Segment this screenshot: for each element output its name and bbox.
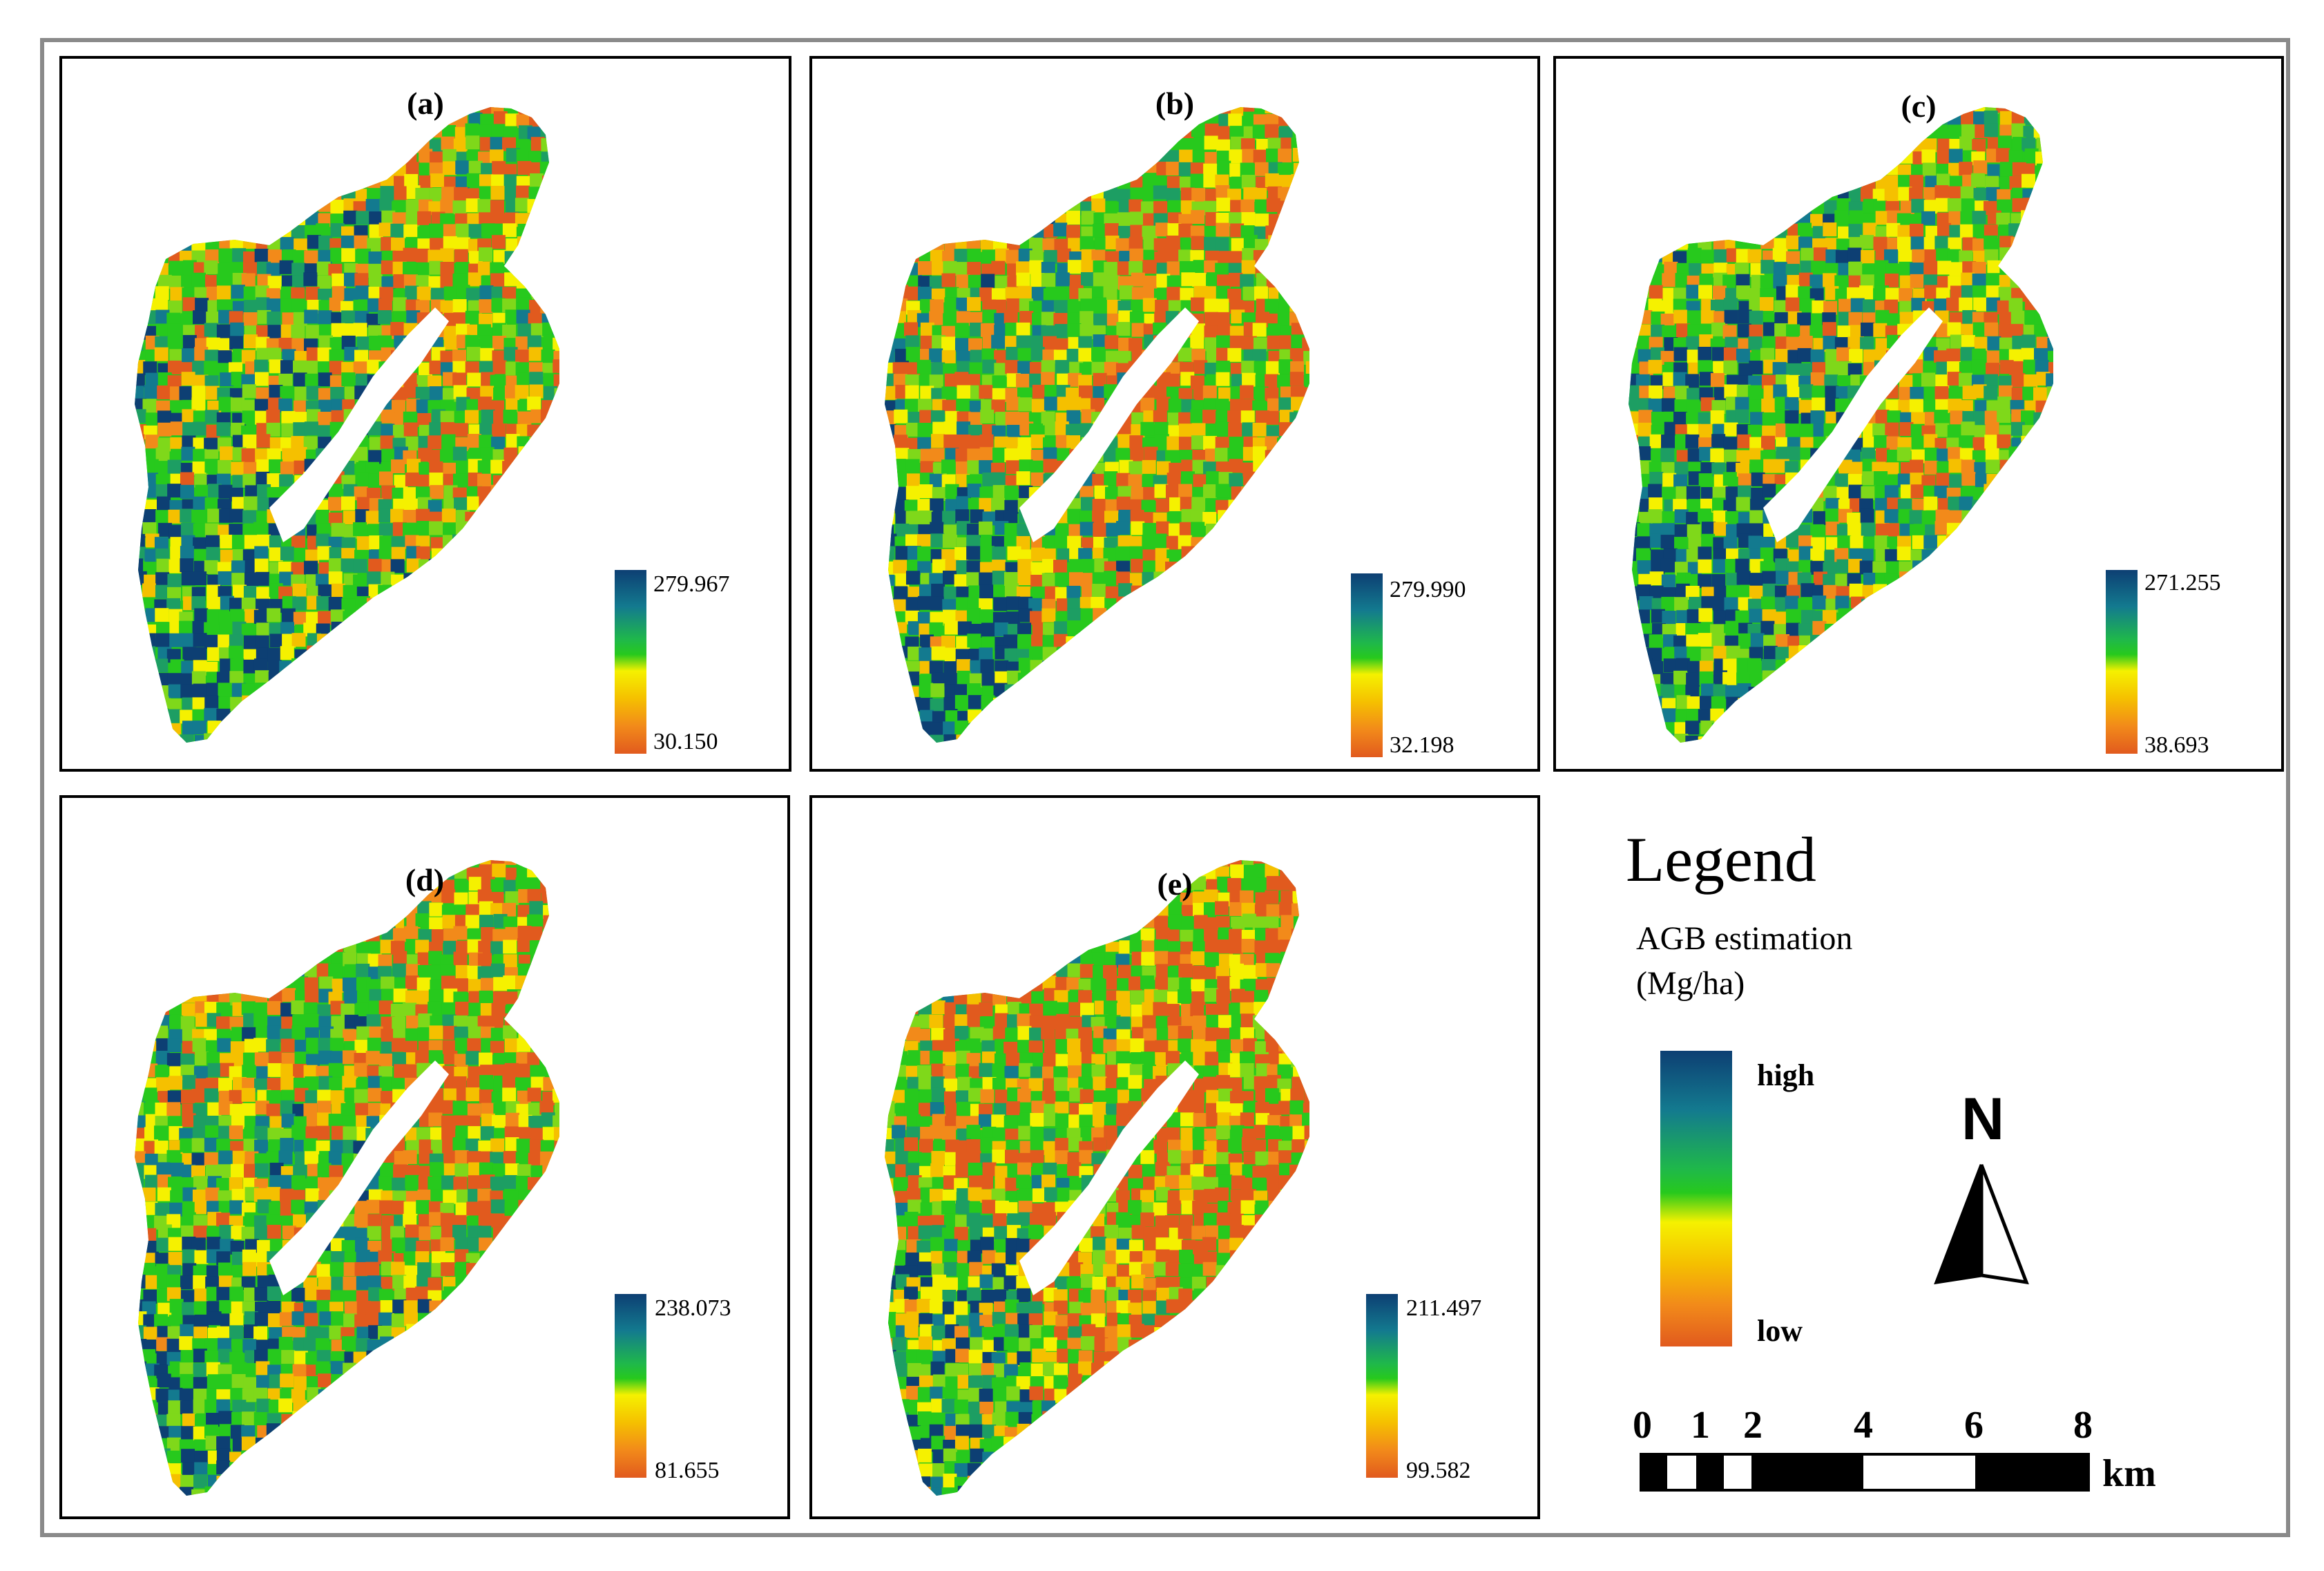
scale-bar-segments — [1640, 1453, 2090, 1492]
colorbar-min-e: 99.582 — [1406, 1458, 1471, 1483]
colorbar-max-a: 279.967 — [653, 571, 730, 597]
scale-bar: 0 1 2 4 6 8 km — [1633, 1403, 2158, 1500]
map-panel-a: (a) 279.967 30.150 — [59, 56, 791, 772]
agb-map-e — [885, 860, 1309, 1496]
scale-unit: km — [2102, 1452, 2156, 1495]
colorbar-a — [615, 570, 646, 754]
north-arrow-icon — [1934, 1164, 2029, 1285]
figure-frame: (a) 279.967 30.150 (b) 279.990 32.198 (c… — [40, 38, 2290, 1537]
agb-map-d — [135, 860, 559, 1496]
colorbar-e — [1366, 1294, 1398, 1478]
colorbar-max-d: 238.073 — [655, 1295, 731, 1321]
legend-subtitle-line2: (Mg/ha) — [1636, 965, 1745, 1002]
scale-tick-6: 6 — [1964, 1404, 1984, 1447]
scale-tick-4: 4 — [1854, 1404, 1873, 1447]
legend-title: Legend — [1626, 824, 1816, 895]
agb-map-b — [885, 107, 1309, 743]
colorbar-min-b: 32.198 — [1390, 732, 1454, 758]
colorbar-b — [1351, 573, 1383, 757]
colorbar-max-c: 271.255 — [2144, 570, 2221, 596]
colorbar-min-c: 38.693 — [2144, 732, 2209, 758]
map-panel-b: (b) 279.990 32.198 — [809, 56, 1540, 772]
legend-high-label: high — [1757, 1058, 1815, 1092]
colorbar-min-d: 81.655 — [655, 1458, 720, 1483]
panel-label-e: (e) — [1157, 866, 1193, 902]
agb-map-c — [1629, 107, 2053, 743]
panel-label-d: (d) — [405, 862, 445, 897]
scale-tick-0: 0 — [1633, 1404, 1652, 1447]
north-letter: N — [1961, 1086, 2005, 1152]
map-panel-d: (d) 238.073 81.655 — [59, 795, 790, 1519]
map-panel-e: (e) 211.497 99.582 — [809, 795, 1540, 1519]
legend-colorbar — [1660, 1051, 1732, 1346]
scale-tick-8: 8 — [2073, 1404, 2093, 1447]
agb-map-a — [135, 107, 559, 743]
scale-tick-1: 1 — [1691, 1404, 1710, 1447]
colorbar-c — [2106, 570, 2138, 754]
panel-label-c: (c) — [1901, 88, 1937, 124]
colorbar-min-a: 30.150 — [653, 729, 718, 754]
panel-label-b: (b) — [1155, 86, 1195, 121]
legend-low-label: low — [1757, 1314, 1803, 1348]
map-panel-c: (c) 271.255 38.693 — [1553, 56, 2284, 772]
colorbar-max-b: 279.990 — [1390, 577, 1466, 602]
colorbar-d — [615, 1294, 646, 1478]
legend-subtitle-line1: AGB estimation — [1636, 920, 1853, 957]
colorbar-max-e: 211.497 — [1406, 1295, 1482, 1321]
scale-tick-2: 2 — [1743, 1404, 1763, 1447]
panel-label-a: (a) — [407, 86, 444, 121]
north-arrow: N — [1930, 1085, 2033, 1306]
